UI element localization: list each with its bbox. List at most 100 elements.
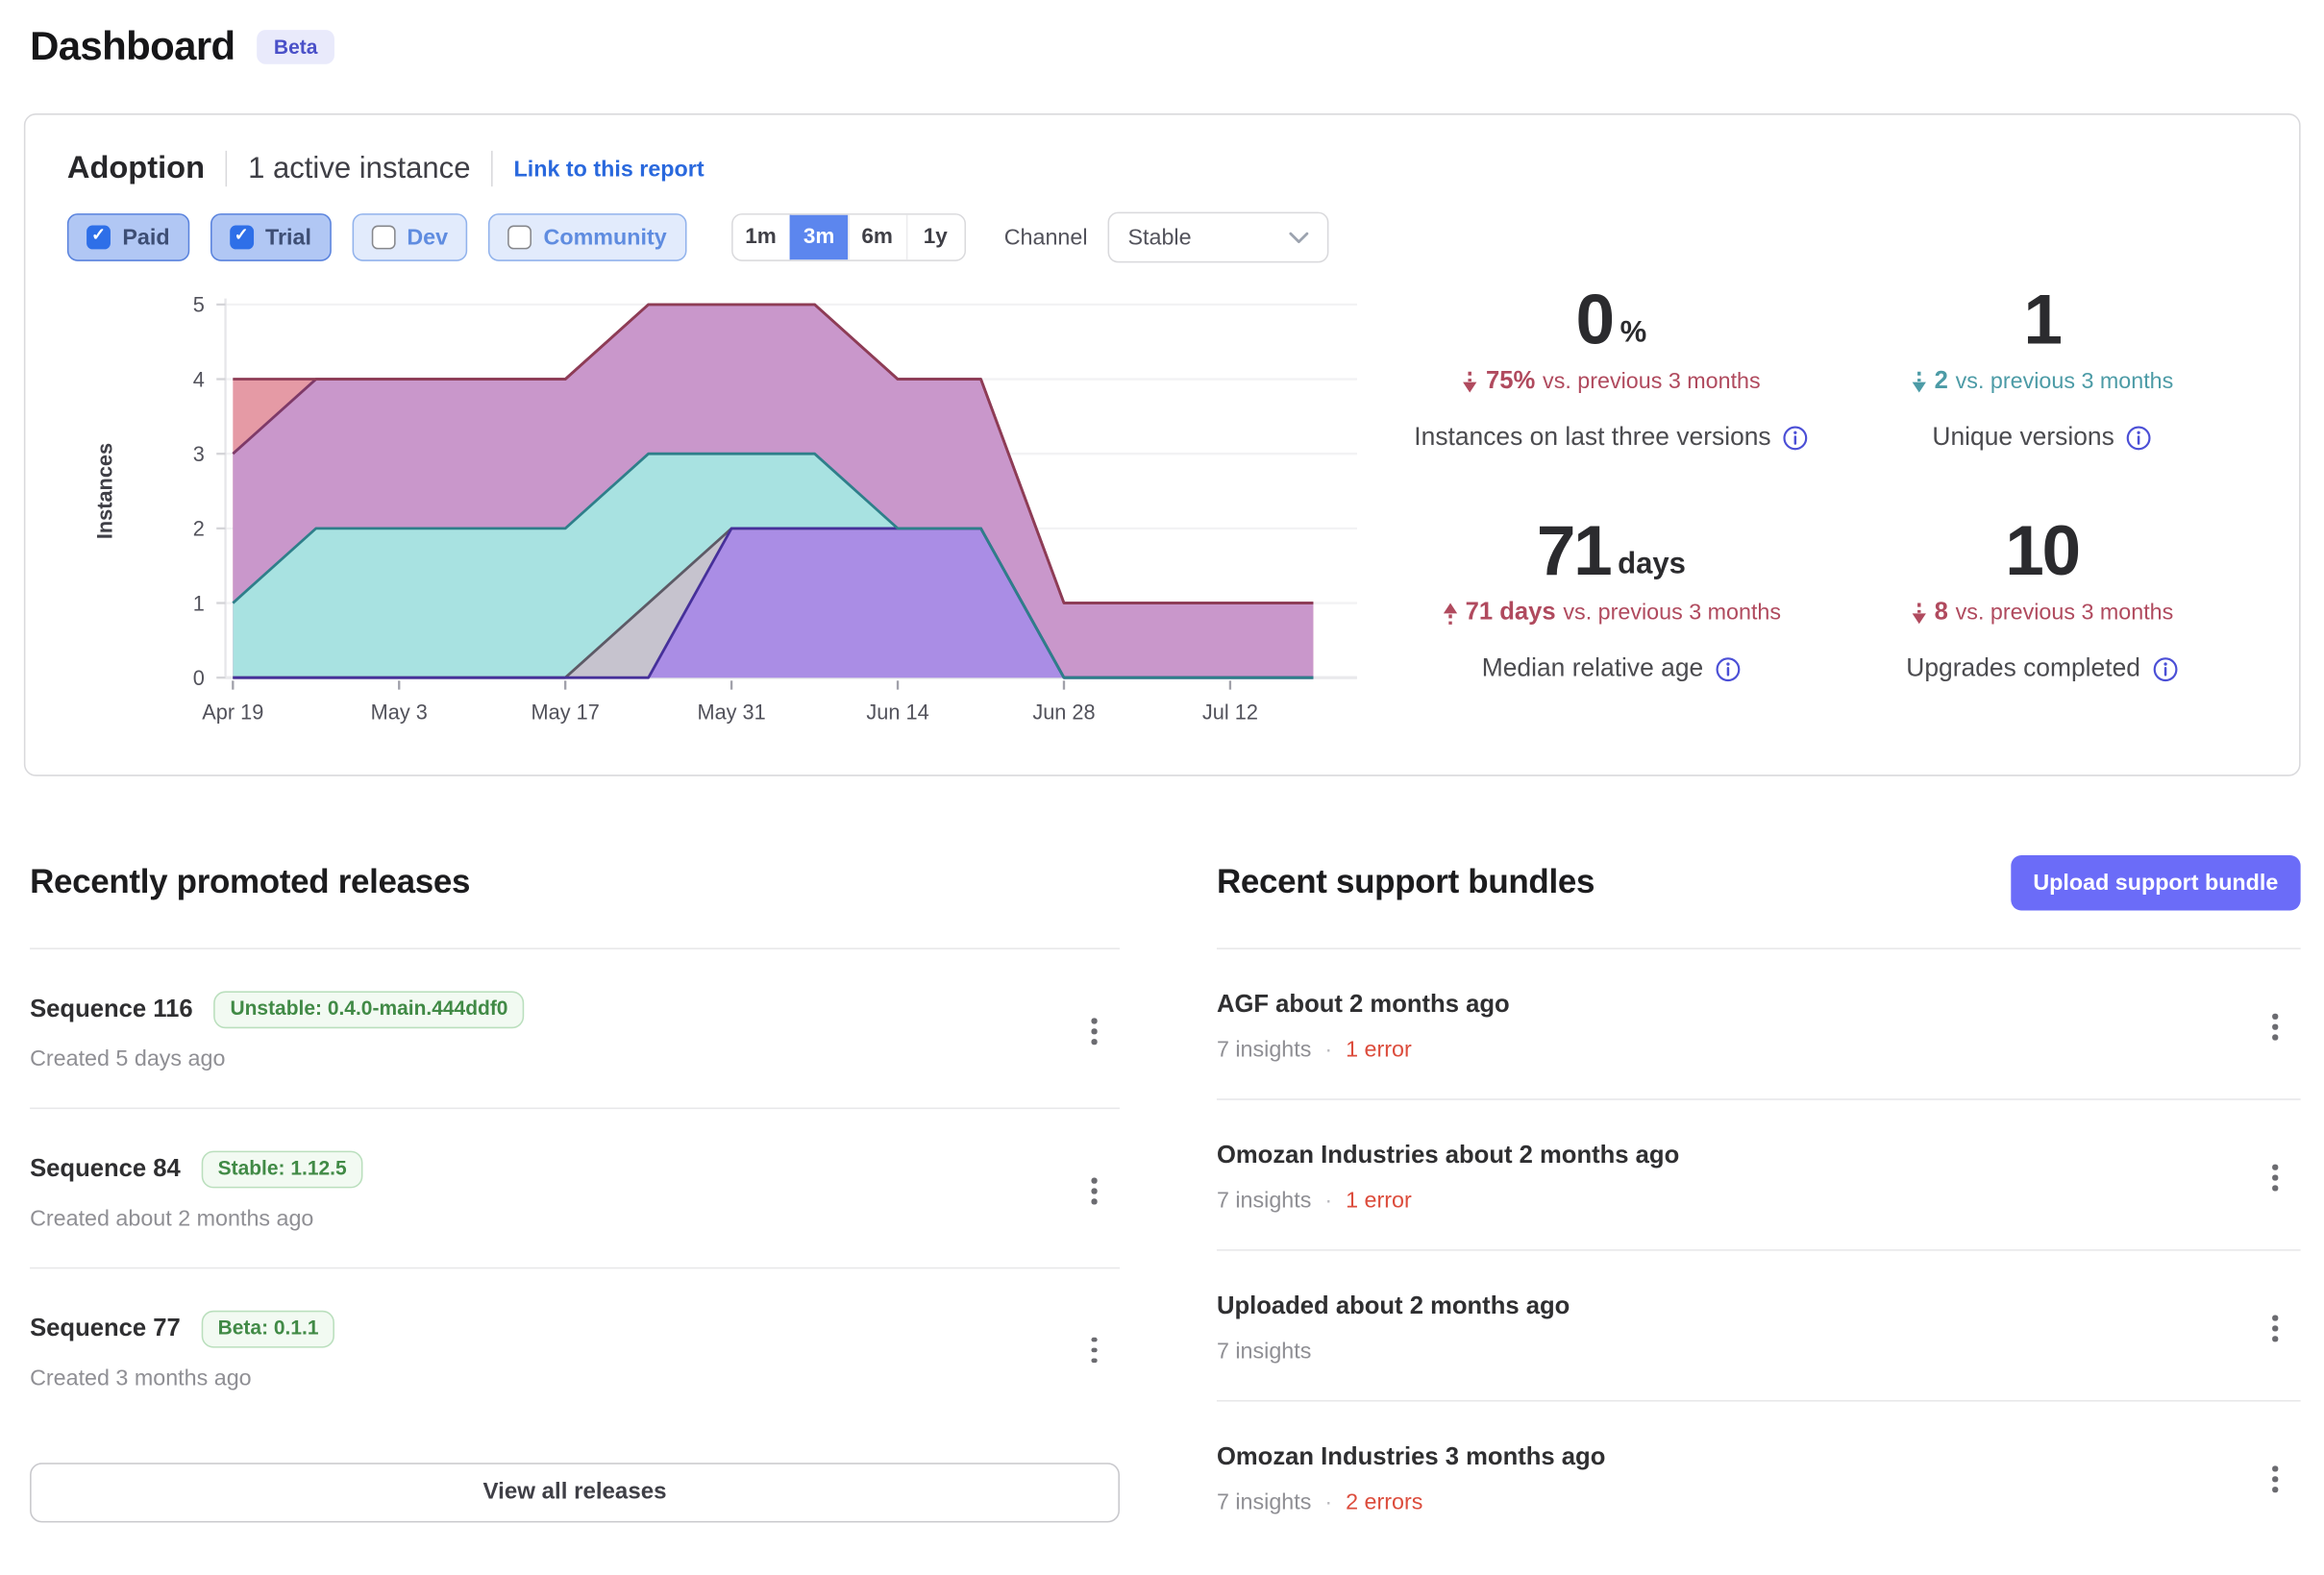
link-to-report[interactable]: Link to this report bbox=[513, 156, 705, 182]
support-bundles-section: Recent support bundles Upload support bu… bbox=[1216, 853, 2301, 1551]
kebab-menu-button[interactable] bbox=[2256, 1306, 2294, 1351]
info-icon[interactable] bbox=[2152, 656, 2178, 681]
stat-delta-suffix: vs. previous 3 months bbox=[1955, 368, 2174, 395]
bottom-sections: Recently promoted releases Sequence 116 U… bbox=[30, 776, 2301, 1551]
stat-label-text: Unique versions bbox=[1932, 422, 2114, 452]
stat-label-text: Median relative age bbox=[1481, 653, 1704, 682]
kebab-menu-button[interactable] bbox=[2256, 1457, 2294, 1502]
release-created: Created 5 days ago bbox=[30, 1046, 226, 1072]
svg-text:4: 4 bbox=[193, 367, 205, 391]
kebab-menu-button[interactable] bbox=[2256, 1155, 2294, 1200]
release-channel-badge: Unstable: 0.4.0-main.444ddf0 bbox=[213, 991, 525, 1028]
checkbox-unchecked-icon[interactable] bbox=[507, 225, 532, 250]
filter-community-button[interactable]: Community bbox=[488, 213, 686, 261]
range-3m-button[interactable]: 3m bbox=[789, 214, 848, 260]
view-all-releases-button[interactable]: View all releases bbox=[30, 1462, 1120, 1522]
bundle-row: Omozan Industries 3 months ago 7 insights… bbox=[1217, 1402, 2301, 1551]
bundles-header: Recent support bundles Upload support bu… bbox=[1217, 853, 2301, 910]
filter-label: Community bbox=[543, 224, 667, 251]
kebab-dot bbox=[1091, 1337, 1098, 1342]
bundle-row-main: Omozan Industries 3 months ago 7 insights… bbox=[1217, 1443, 1605, 1515]
stat-value: 10 bbox=[2005, 515, 2081, 585]
svg-text:0: 0 bbox=[193, 666, 205, 690]
stat-card: 1 2 vs. previous 3 months Unique versions bbox=[1826, 283, 2257, 453]
svg-text:5: 5 bbox=[193, 293, 205, 317]
stat-label-text: Upgrades completed bbox=[1906, 653, 2140, 682]
bundle-meta: 7 insights · 1 error bbox=[1217, 1188, 1679, 1213]
svg-text:2: 2 bbox=[193, 517, 205, 541]
stat-card: 10 8 vs. previous 3 months Upgrades complet… bbox=[1826, 515, 2257, 684]
kebab-dot bbox=[2272, 1476, 2278, 1483]
svg-text:Apr 19: Apr 19 bbox=[202, 701, 263, 725]
bundle-row: AGF about 2 months ago 7 insights · 1 error bbox=[1216, 949, 2301, 1100]
checkbox-unchecked-icon[interactable] bbox=[371, 225, 395, 250]
bundle-meta: 7 insights · 2 errors bbox=[1217, 1489, 1605, 1514]
bundle-insights: 7 insights bbox=[1216, 1339, 1312, 1365]
adoption-controls: ✓ Paid ✓ Trial Dev Community 1m 3m 6m 1y Channel… bbox=[66, 211, 2258, 263]
release-name: Sequence 116 bbox=[30, 995, 193, 1022]
bundle-name: Omozan Industries 3 months ago bbox=[1216, 1443, 1606, 1471]
page-header: Dashboard Beta bbox=[0, 0, 2324, 70]
time-range-group: 1m 3m 6m 1y bbox=[730, 213, 966, 261]
bundle-insights: 7 insights bbox=[1216, 1037, 1312, 1063]
release-created: Created 3 months ago bbox=[30, 1365, 252, 1390]
checkbox-checked-icon[interactable]: ✓ bbox=[87, 225, 111, 250]
bundle-row: Omozan Industries about 2 months ago 7 in… bbox=[1216, 1100, 2301, 1251]
range-6m-button[interactable]: 6m bbox=[847, 214, 906, 260]
channel-select[interactable]: Stable bbox=[1108, 211, 1330, 263]
kebab-menu-button[interactable] bbox=[1075, 1169, 1113, 1214]
kebab-dot bbox=[1091, 1039, 1098, 1045]
releases-list: Sequence 116 Unstable: 0.4.0-main.444ddf0… bbox=[30, 947, 1120, 1426]
stat-delta-value: 75% bbox=[1485, 367, 1536, 395]
bundle-row-main: AGF about 2 months ago 7 insights · 1 error bbox=[1217, 991, 1510, 1063]
y-axis-label: Instances bbox=[92, 443, 116, 539]
info-icon[interactable] bbox=[2126, 425, 2151, 450]
releases-section: Recently promoted releases Sequence 116 U… bbox=[30, 853, 1120, 1550]
bundles-list: AGF about 2 months ago 7 insights · 1 error… bbox=[1216, 947, 2301, 1551]
stat-label: Unique versions bbox=[1932, 423, 2151, 453]
filter-label: Trial bbox=[265, 224, 311, 251]
stat-delta: 71 days vs. previous 3 months bbox=[1442, 599, 1781, 628]
bundle-errors: 2 errors bbox=[1346, 1489, 1423, 1515]
kebab-dot bbox=[2272, 1174, 2278, 1181]
filter-label: Dev bbox=[407, 224, 449, 251]
bundle-row-main: Uploaded about 2 months ago 7 insights bbox=[1217, 1292, 1570, 1365]
filter-trial-button[interactable]: ✓ Trial bbox=[210, 213, 332, 261]
release-row: Sequence 77 Beta: 0.1.1 Created 3 months a… bbox=[30, 1268, 1120, 1426]
bundle-row-line1: AGF about 2 months ago bbox=[1217, 991, 1510, 1020]
area-1-line bbox=[233, 303, 1314, 604]
stat-delta-suffix: vs. previous 3 months bbox=[1563, 600, 1782, 626]
adoption-content: 0 1 2 3 4 5 Apr 19 May 3 May 17 May 31 Jun 14 Jun 2… bbox=[67, 281, 2258, 728]
info-icon[interactable] bbox=[1716, 656, 1741, 681]
range-1m-button[interactable]: 1m bbox=[732, 214, 790, 260]
release-row-main: Sequence 77 Beta: 0.1.1 Created 3 months a… bbox=[30, 1310, 335, 1390]
info-icon[interactable] bbox=[1783, 425, 1808, 450]
stat-delta: 75% vs. previous 3 months bbox=[1462, 367, 1761, 396]
stat-label-text: Instances on last three versions bbox=[1414, 422, 1771, 452]
kebab-menu-button[interactable] bbox=[1075, 1328, 1113, 1373]
filter-paid-button[interactable]: ✓ Paid bbox=[66, 213, 189, 261]
stat-value: 71 days bbox=[1537, 515, 1686, 585]
checkbox-checked-icon[interactable]: ✓ bbox=[229, 225, 254, 250]
kebab-menu-button[interactable] bbox=[2256, 1004, 2294, 1049]
stat-unit: % bbox=[1619, 316, 1647, 350]
trend-up-icon bbox=[1443, 602, 1457, 625]
channel-label: Channel bbox=[1003, 224, 1088, 251]
svg-text:Jun 28: Jun 28 bbox=[1032, 701, 1095, 725]
kebab-menu-button[interactable] bbox=[1075, 1009, 1113, 1054]
stat-delta-value: 71 days bbox=[1465, 598, 1556, 626]
stat-delta: 2 vs. previous 3 months bbox=[1911, 367, 2174, 396]
kebab-dot bbox=[1091, 1018, 1098, 1024]
release-row-main: Sequence 116 Unstable: 0.4.0-main.444ddf0… bbox=[30, 991, 525, 1072]
bundle-name: AGF about 2 months ago bbox=[1216, 991, 1510, 1019]
kebab-dot bbox=[1091, 1028, 1098, 1034]
divider bbox=[225, 150, 228, 187]
release-row-line1: Sequence 77 Beta: 0.1.1 bbox=[30, 1310, 335, 1347]
releases-title: Recently promoted releases bbox=[30, 862, 471, 900]
upload-support-bundle-button[interactable]: Upload support bundle bbox=[2011, 854, 2301, 910]
range-1y-button[interactable]: 1y bbox=[905, 214, 964, 260]
filter-dev-button[interactable]: Dev bbox=[351, 213, 468, 261]
stat-unit: days bbox=[1618, 548, 1686, 581]
release-row-line1: Sequence 116 Unstable: 0.4.0-main.444ddf0 bbox=[30, 991, 525, 1028]
